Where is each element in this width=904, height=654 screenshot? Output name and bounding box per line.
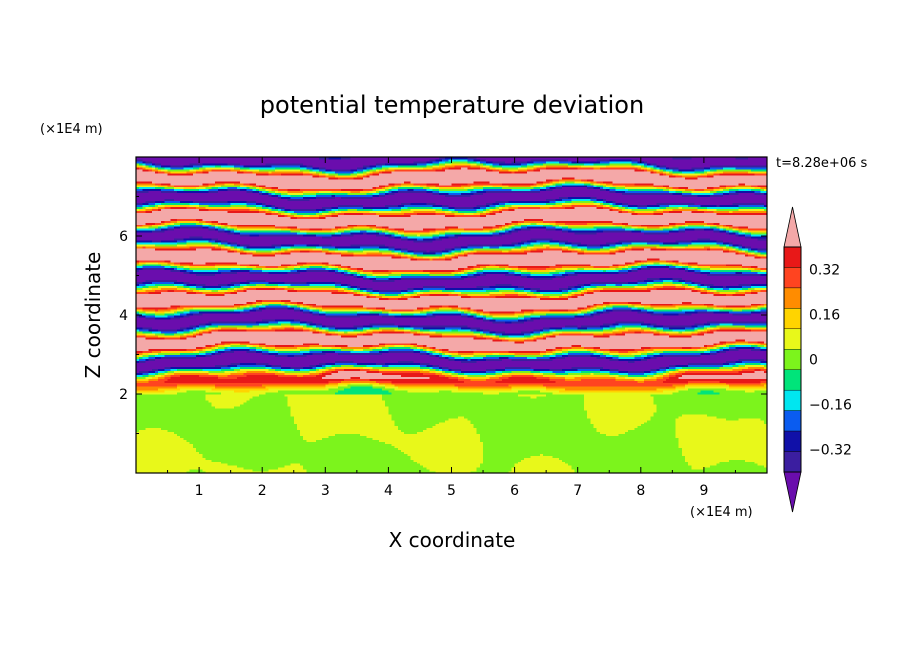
x-tick-label: 6 xyxy=(510,483,519,499)
colorbar-segment xyxy=(783,287,802,309)
x-axis: 1 2 3 4 5 6 7 8 9 xyxy=(167,157,736,499)
colorbar-segment xyxy=(783,267,802,289)
y-axis: 2 4 6 xyxy=(119,196,767,434)
chart-title: potential temperature deviation xyxy=(260,91,644,119)
colorbar-frame xyxy=(783,246,802,473)
x-tick-label: 4 xyxy=(384,483,393,499)
colorbar-label: 0.32 xyxy=(809,263,840,279)
x-tick-label: 9 xyxy=(699,483,708,499)
x-tick-label: 5 xyxy=(447,483,456,499)
colorbar-segment xyxy=(783,328,802,350)
colorbar-extend-low xyxy=(783,471,802,513)
colorbar-label: −0.32 xyxy=(809,443,852,459)
time-label: t=8.28e+06 s xyxy=(776,156,868,171)
colorbar-segment xyxy=(783,349,802,370)
colorbar-segment xyxy=(783,410,802,432)
y-axis-label: Z coordinate xyxy=(81,252,105,379)
contour-field xyxy=(136,157,767,473)
x-tick-label: 8 xyxy=(636,483,645,499)
colorbar-segment xyxy=(783,369,802,391)
x-tick-label: 2 xyxy=(258,483,267,499)
colorbar-label: 0 xyxy=(809,353,818,369)
colorbar-segment xyxy=(783,308,802,330)
y-tick-label: 6 xyxy=(119,229,128,245)
x-tick-label: 7 xyxy=(573,483,582,499)
colorbar-extend-high xyxy=(783,206,802,248)
y-tick-label: 4 xyxy=(119,308,128,324)
colorbar-segment xyxy=(783,451,802,473)
colorbar-segment xyxy=(783,246,802,268)
y-unit-label: (×1E4 m) xyxy=(40,122,103,137)
y-tick-label: 2 xyxy=(119,387,128,403)
x-tick-label: 1 xyxy=(195,483,204,499)
colorbar: −0.32 −0.16 0 0.16 0.32 xyxy=(783,206,852,513)
x-tick-label: 3 xyxy=(321,483,330,499)
x-axis-label: X coordinate xyxy=(389,528,516,552)
colorbar-label: −0.16 xyxy=(809,398,852,414)
colorbar-segment xyxy=(783,389,802,411)
colorbar-segment xyxy=(783,430,802,452)
x-unit-label: (×1E4 m) xyxy=(690,505,753,520)
colorbar-label: 0.16 xyxy=(809,308,840,324)
